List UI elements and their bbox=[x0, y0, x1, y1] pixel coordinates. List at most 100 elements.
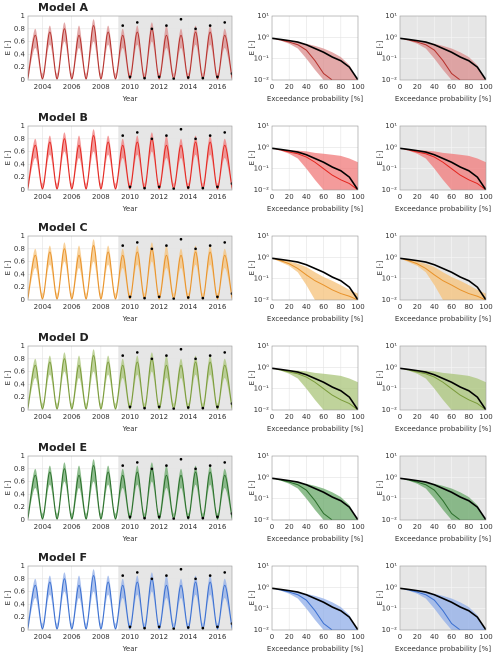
y-axis-label: E [-] bbox=[4, 40, 12, 55]
plot-frame bbox=[399, 15, 487, 81]
x-axis-label: Exceedance probability [%] bbox=[395, 645, 491, 653]
plot-area bbox=[272, 456, 358, 520]
median-line bbox=[400, 257, 486, 300]
y-tick-label: 0.2 bbox=[14, 63, 25, 71]
plot-area bbox=[28, 456, 232, 520]
x-tick-label: 40 bbox=[430, 413, 439, 421]
uncertainty-band bbox=[28, 19, 232, 80]
plot-area bbox=[400, 236, 486, 300]
observation bbox=[230, 512, 232, 515]
observation bbox=[121, 464, 125, 467]
x-tick-label: 20 bbox=[413, 633, 422, 641]
observation bbox=[208, 464, 212, 467]
observed-line bbox=[272, 367, 358, 410]
plot-frame bbox=[399, 125, 487, 191]
observation bbox=[121, 354, 125, 357]
observation bbox=[179, 457, 183, 461]
y-tick-label: 10⁻¹ bbox=[254, 495, 270, 503]
y-tick-label: 10¹ bbox=[257, 232, 269, 240]
x-axis-label: Year bbox=[122, 205, 138, 213]
observation bbox=[230, 72, 232, 75]
observation bbox=[179, 237, 183, 241]
y-tick-label: 0.8 bbox=[14, 575, 25, 583]
y-tick-label: 1 bbox=[21, 452, 25, 460]
median-line bbox=[28, 135, 232, 190]
x-tick-label: 0 bbox=[270, 83, 274, 91]
y-tick-label: 10¹ bbox=[257, 562, 269, 570]
y-axis-label: E [-] bbox=[248, 370, 256, 385]
y-tick-label: 0 bbox=[21, 406, 25, 414]
x-tick-label: 40 bbox=[430, 633, 439, 641]
observation bbox=[172, 627, 176, 630]
y-tick-label: 10⁻² bbox=[382, 76, 398, 84]
observation bbox=[121, 244, 125, 247]
x-tick-label: 2008 bbox=[92, 633, 110, 641]
x-tick-label: 60 bbox=[447, 523, 456, 531]
x-tick-label: 60 bbox=[447, 413, 456, 421]
y-tick-label: 0.8 bbox=[14, 245, 25, 253]
plot-frame bbox=[399, 565, 487, 631]
x-tick-label: 20 bbox=[285, 633, 294, 641]
uncertainty-band bbox=[272, 258, 358, 300]
x-tick-label: 2006 bbox=[63, 193, 81, 201]
x-tick-label: 60 bbox=[319, 523, 328, 531]
y-tick-label: 10⁻² bbox=[254, 516, 270, 524]
x-tick-label: 60 bbox=[319, 193, 328, 201]
observation bbox=[216, 625, 219, 629]
observation bbox=[186, 406, 190, 409]
y-tick-label: 0.8 bbox=[14, 465, 25, 473]
x-tick-label: 2012 bbox=[150, 523, 168, 531]
x-tick-label: 80 bbox=[464, 523, 473, 531]
x-tick-label: 2006 bbox=[63, 413, 81, 421]
x-tick-label: 60 bbox=[319, 303, 328, 311]
panel-title: Model F bbox=[38, 551, 87, 564]
y-axis-label: E [-] bbox=[248, 480, 256, 495]
uncertainty-band bbox=[272, 38, 358, 80]
observation bbox=[216, 405, 219, 409]
y-tick-label: 10¹ bbox=[257, 452, 269, 460]
median-line bbox=[400, 587, 486, 630]
observation bbox=[208, 134, 212, 137]
observation bbox=[230, 182, 232, 185]
y-tick-label: 0.2 bbox=[14, 503, 25, 511]
observation bbox=[165, 354, 168, 357]
x-tick-label: 100 bbox=[479, 413, 492, 421]
y-tick-label: 10⁻² bbox=[382, 296, 398, 304]
y-tick-label: 0 bbox=[21, 516, 25, 524]
x-tick-label: 0 bbox=[270, 633, 274, 641]
y-axis-label: E [-] bbox=[248, 150, 256, 165]
x-tick-label: 2006 bbox=[63, 303, 81, 311]
observed-line bbox=[400, 147, 486, 190]
observation bbox=[194, 247, 197, 251]
x-axis-label: Year bbox=[122, 535, 138, 543]
observed-line bbox=[272, 587, 358, 630]
median-line bbox=[272, 257, 358, 300]
y-tick-label: 10⁻¹ bbox=[254, 55, 270, 63]
y-tick-label: 10⁻¹ bbox=[254, 605, 270, 613]
x-axis-label: Exceedance probability [%] bbox=[267, 205, 363, 213]
y-tick-label: 10¹ bbox=[385, 12, 397, 20]
plot-frame bbox=[27, 125, 233, 191]
x-tick-label: 2012 bbox=[150, 413, 168, 421]
y-tick-label: 0.6 bbox=[14, 588, 26, 596]
observation bbox=[135, 21, 139, 24]
x-tick-label: 2014 bbox=[179, 633, 197, 641]
y-tick-label: 0.6 bbox=[14, 478, 26, 486]
y-tick-label: 10⁻¹ bbox=[382, 55, 398, 63]
y-tick-label: 10⁻¹ bbox=[254, 165, 270, 173]
x-tick-label: 80 bbox=[336, 193, 345, 201]
x-tick-label: 0 bbox=[270, 193, 274, 201]
x-tick-label: 20 bbox=[413, 83, 422, 91]
x-tick-label: 20 bbox=[285, 193, 294, 201]
x-tick-label: 2014 bbox=[179, 193, 197, 201]
x-tick-label: 2014 bbox=[179, 303, 197, 311]
uncertainty-band bbox=[400, 148, 486, 190]
x-tick-label: 100 bbox=[351, 413, 364, 421]
observation bbox=[186, 76, 190, 79]
x-tick-label: 20 bbox=[285, 413, 294, 421]
y-tick-label: 10⁻¹ bbox=[382, 495, 398, 503]
y-tick-label: 0.6 bbox=[14, 368, 26, 376]
median-line bbox=[400, 147, 486, 190]
plot-area bbox=[400, 456, 486, 520]
x-tick-label: 60 bbox=[447, 193, 456, 201]
